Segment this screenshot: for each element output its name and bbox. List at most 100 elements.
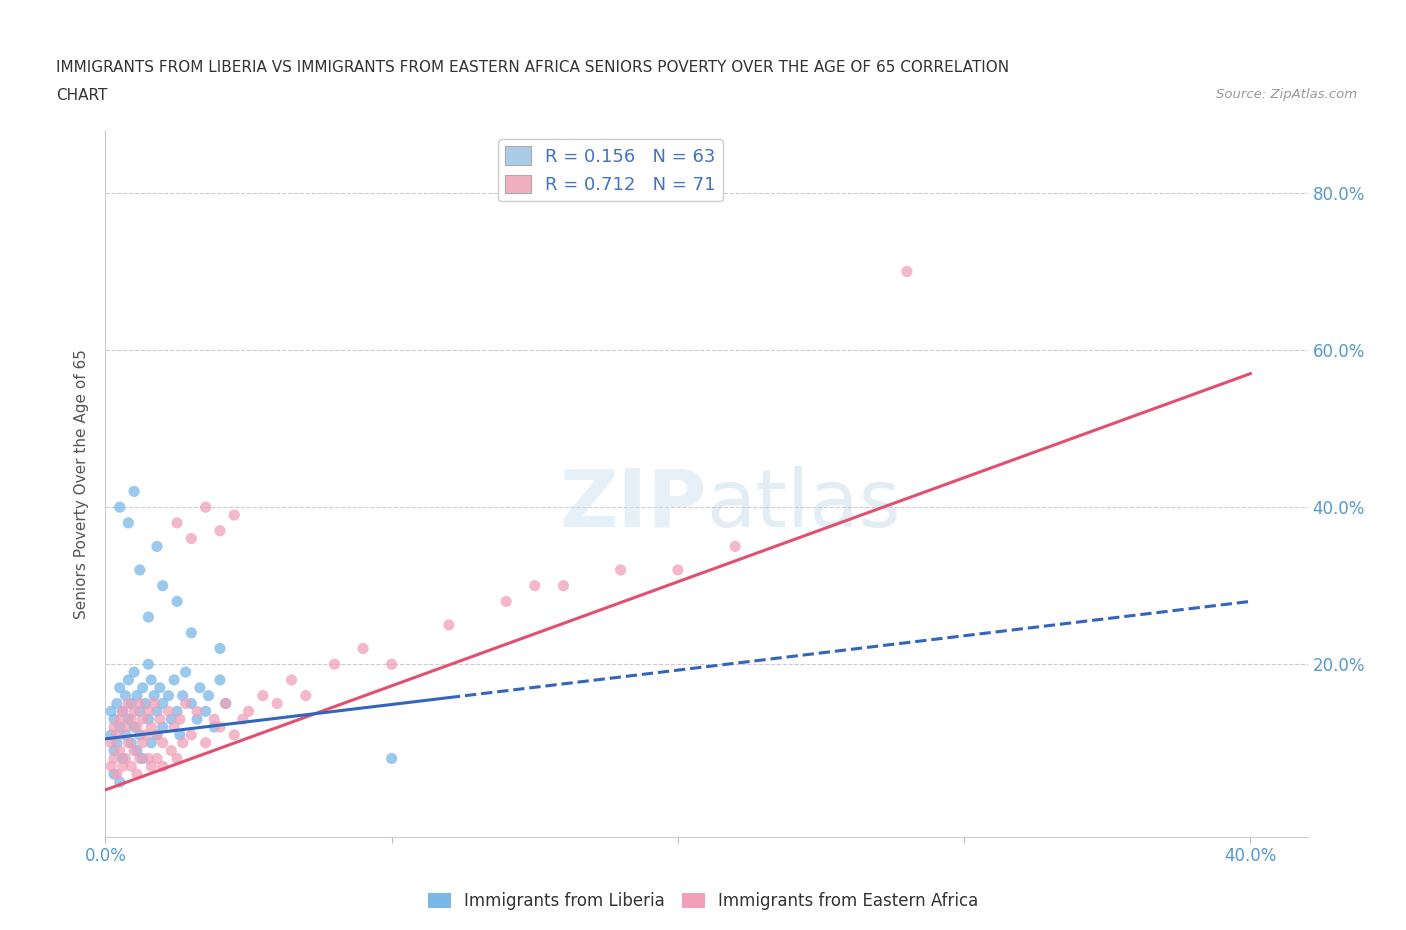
Y-axis label: Seniors Poverty Over the Age of 65: Seniors Poverty Over the Age of 65 [75,349,90,618]
Point [724,539,747,554]
Point [138,711,160,726]
Point [172,688,194,703]
Point [131,751,153,766]
Point [208,720,231,735]
Point [122,665,145,680]
Point [174,665,197,680]
Point [143,688,166,703]
Point [194,704,217,719]
Point [166,594,188,609]
Point [103,751,125,766]
Point [169,711,191,726]
Text: ZIP: ZIP [560,466,707,544]
Point [125,766,148,781]
Point [163,720,186,735]
Point [141,736,163,751]
Point [108,681,131,696]
Point [138,657,160,671]
Point [146,727,169,742]
Point [120,736,142,751]
Text: Source: ZipAtlas.com: Source: ZipAtlas.com [1216,88,1357,101]
Point [141,720,163,735]
Point [180,531,202,546]
Point [172,736,194,751]
Point [135,727,157,742]
Point [105,696,128,711]
Point [125,743,148,758]
Point [125,688,148,703]
Point [180,727,202,742]
Point [114,688,136,703]
Point [146,727,169,742]
Point [125,720,148,735]
Point [169,727,191,742]
Point [122,720,145,735]
Point [131,711,153,726]
Text: CHART: CHART [56,88,108,103]
Point [146,751,169,766]
Point [149,711,172,726]
Point [117,515,139,530]
Point [896,264,918,279]
Point [114,751,136,766]
Point [108,720,131,735]
Point [108,775,131,790]
Legend: Immigrants from Liberia, Immigrants from Eastern Africa: Immigrants from Liberia, Immigrants from… [420,885,986,917]
Point [437,618,460,632]
Point [111,704,134,719]
Point [100,736,122,751]
Point [208,641,231,656]
Point [114,720,136,735]
Point [186,704,208,719]
Point [100,727,122,742]
Point [128,727,150,742]
Point [166,751,188,766]
Point [495,594,517,609]
Point [111,704,134,719]
Point [160,743,183,758]
Point [152,720,174,735]
Point [180,625,202,640]
Point [224,508,246,523]
Point [100,704,122,719]
Point [280,672,302,687]
Point [105,736,128,751]
Point [197,688,219,703]
Point [120,711,142,726]
Point [111,751,134,766]
Point [138,751,160,766]
Point [131,736,153,751]
Point [194,499,217,514]
Point [295,688,318,703]
Text: IMMIGRANTS FROM LIBERIA VS IMMIGRANTS FROM EASTERN AFRICA SENIORS POVERTY OVER T: IMMIGRANTS FROM LIBERIA VS IMMIGRANTS FR… [56,60,1010,75]
Point [174,696,197,711]
Point [103,720,125,735]
Point [122,484,145,498]
Point [105,766,128,781]
Point [666,563,689,578]
Point [108,711,131,726]
Point [208,524,231,538]
Point [232,711,254,726]
Legend: R = 0.156   N = 63, R = 0.712   N = 71: R = 0.156 N = 63, R = 0.712 N = 71 [498,140,723,202]
Point [224,727,246,742]
Point [252,688,274,703]
Point [105,727,128,742]
Point [122,743,145,758]
Point [238,704,260,719]
Text: atlas: atlas [707,466,901,544]
Point [146,704,169,719]
Point [103,711,125,726]
Point [117,711,139,726]
Point [100,759,122,774]
Point [117,736,139,751]
Point [128,751,150,766]
Point [214,696,236,711]
Point [135,696,157,711]
Point [152,759,174,774]
Point [157,688,180,703]
Point [108,743,131,758]
Point [103,743,125,758]
Point [120,759,142,774]
Point [163,672,186,687]
